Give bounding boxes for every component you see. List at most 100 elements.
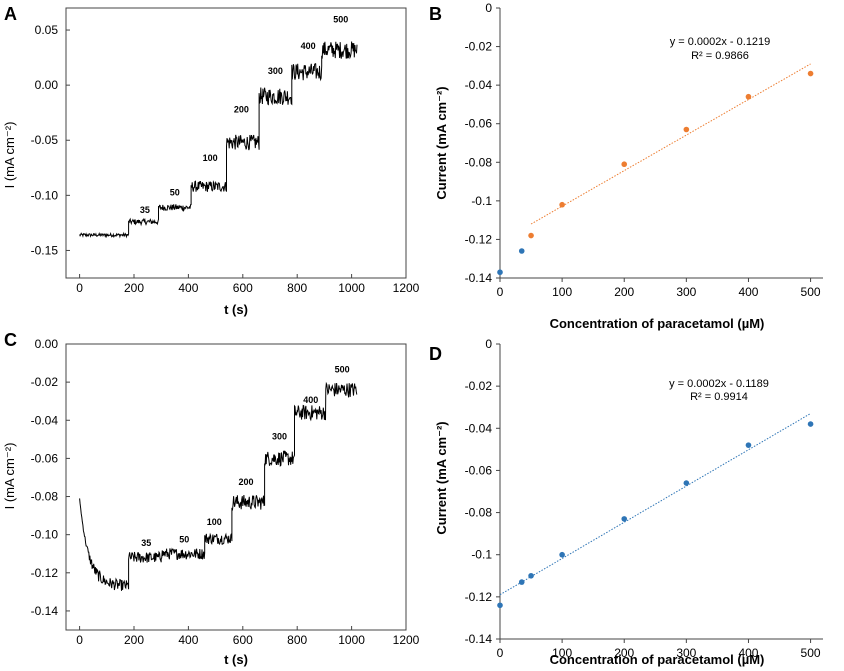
chart-c-xtick-label-3: 600 [233, 633, 253, 647]
chart-b-point-fit-4 [745, 93, 752, 100]
chart-b-xtick-label-3: 300 [676, 285, 696, 299]
chart-b-point-fit-5 [807, 70, 814, 77]
chart-a-frame [65, 7, 407, 279]
chart-c-frame [65, 343, 407, 631]
chart-c-xtick-label-2: 400 [178, 633, 198, 647]
chart-c-ytick-label-5: -0.04 [31, 413, 59, 427]
chart-c-xtick-label-0: 0 [76, 633, 83, 647]
chart-d-point-data-6 [745, 442, 752, 448]
chart-c-trace-line [79, 381, 358, 591]
chart-a-xtick-label-5: 1000 [338, 281, 365, 295]
chart-a-step-label-4: 300 [268, 66, 283, 76]
chart-c-ytick-label-0: -0.14 [31, 604, 59, 618]
chart-b-point-fit-1 [559, 201, 565, 208]
chart-a-trace-line [79, 41, 358, 239]
chart-a-ytick-label-2: -0.05 [31, 133, 59, 147]
chart-d-xtick-label-4: 400 [738, 646, 758, 660]
chart-c-step-label-6: 500 [335, 365, 350, 375]
chart-d-r2: R² = 0.9914 [690, 391, 748, 403]
chart-c-step-label-5: 400 [303, 395, 318, 405]
panel-letter-c: C [4, 330, 17, 350]
chart-a-step-label-0: 35 [140, 205, 150, 215]
chart-a-xtick-label-6: 1200 [393, 281, 420, 295]
chart-c-step-label-4: 300 [272, 431, 287, 441]
chart-b-xlabel: Concentration of paracetamol (µM) [550, 316, 765, 331]
chart-c-ytick-label-6: -0.02 [31, 375, 59, 389]
chart-b-point-low-1 [518, 248, 525, 254]
chart-d-point-data-4 [621, 516, 628, 522]
chart-d-xtick-label-3: 300 [676, 646, 696, 660]
chart-c-ylabel: I (mA cm⁻²) [2, 443, 17, 510]
chart-b-ytick-label-1: -0.12 [465, 232, 493, 246]
chart-b-ytick-label-2: -0.1 [471, 194, 492, 208]
panel-letter-d: D [429, 344, 442, 364]
chart-b-r2: R² = 0.9866 [691, 50, 749, 62]
chart-d-xtick-label-1: 100 [552, 646, 572, 660]
chart-a-step-label-2: 100 [203, 153, 218, 163]
chart-a-step-label-1: 50 [170, 187, 180, 197]
chart-c-xlabel: t (s) [224, 652, 248, 667]
chart-b-trendline [530, 63, 811, 225]
chart-a-ytick-label-1: -0.10 [31, 188, 59, 202]
chart-a-xtick-label-2: 400 [178, 281, 198, 295]
chart-d-ylabel: Current (mA cm⁻²) [434, 421, 449, 534]
panel-letter-a: A [4, 4, 17, 24]
chart-b-ytick-label-4: -0.06 [465, 117, 493, 131]
chart-d: 0 100 200 300 400 500 -0.14 -0.12 -0.1 -0.08 -0.06… [465, 337, 823, 660]
chart-d-xtick-label-0: 0 [497, 646, 504, 660]
chart-c: 0 200 400 600 800 1000 1200 -0.14 -0.12 -0.10 -0.0… [31, 337, 420, 647]
chart-a-ytick-label-4: 0.05 [35, 23, 59, 37]
chart-b-point-fit-0 [528, 232, 534, 239]
chart-c-step-label-2: 100 [207, 517, 222, 527]
chart-d-point-data-5 [683, 480, 690, 486]
chart-a-step-label-6: 500 [333, 14, 348, 24]
chart-c-step-label-3: 200 [239, 477, 254, 487]
chart-c-ytick-label-4: -0.06 [31, 451, 59, 465]
chart-b-point-low-0 [497, 269, 503, 276]
chart-d-point-data-0 [497, 602, 503, 609]
chart-a-ytick-label-3: 0.00 [35, 78, 59, 92]
chart-a-xtick-label-0: 0 [76, 281, 83, 295]
chart-c-xtick-label-4: 800 [287, 633, 307, 647]
chart-b-ytick-label-0: -0.14 [465, 271, 493, 285]
chart-c-ytick-label-7: 0.00 [35, 337, 59, 351]
chart-c-ytick-label-2: -0.10 [31, 528, 59, 542]
chart-b-xtick-label-5: 500 [801, 285, 821, 299]
chart-a: 0 200 400 600 800 1000 1200 -0.15 -0.10 -0.05 0.00… [31, 7, 420, 295]
panel-letter-b: B [429, 4, 442, 24]
chart-b-equation: y = 0.0002x - 0.1219 [670, 36, 771, 48]
chart-d-xtick-label-2: 200 [614, 646, 634, 660]
chart-d-xtick-label-5: 500 [801, 646, 821, 660]
chart-b-xtick-label-0: 0 [497, 285, 504, 299]
chart-b-ytick-label-5: -0.04 [465, 78, 493, 92]
chart-c-ytick-label-3: -0.08 [31, 490, 59, 504]
chart-d-point-data-7 [807, 421, 814, 427]
chart-d-ytick-label-1: -0.12 [465, 590, 493, 604]
chart-b-point-fit-3 [683, 126, 690, 133]
chart-b-xtick-label-2: 200 [614, 285, 634, 299]
chart-d-ytick-label-0: -0.14 [465, 632, 493, 646]
chart-b-ytick-label-3: -0.08 [465, 155, 493, 169]
chart-c-xtick-label-1: 200 [124, 633, 144, 647]
chart-b: 0 100 200 300 400 500 -0.14 -0.12 -0.1 -0.08 -0.06… [465, 1, 823, 299]
chart-c-step-label-1: 50 [179, 534, 189, 544]
chart-d-ytick-label-6: -0.02 [465, 379, 493, 393]
chart-d-xlabel: Concentration of paracetamol (µM) [550, 652, 765, 667]
chart-b-xtick-label-4: 400 [738, 285, 758, 299]
chart-a-xtick-label-4: 800 [287, 281, 307, 295]
chart-d-ytick-label-5: -0.04 [465, 421, 493, 435]
chart-c-ytick-label-1: -0.12 [31, 566, 59, 580]
chart-d-point-data-2 [528, 572, 534, 579]
chart-c-xtick-label-6: 1200 [393, 633, 420, 647]
chart-a-xtick-label-3: 600 [233, 281, 253, 295]
chart-a-ytick-label-0: -0.15 [31, 243, 59, 257]
chart-d-trendline [499, 413, 811, 596]
chart-b-point-fit-2 [621, 161, 628, 168]
chart-a-step-label-5: 400 [301, 41, 316, 51]
chart-d-ytick-label-2: -0.1 [471, 548, 492, 562]
chart-b-ylabel: Current (mA cm⁻²) [434, 86, 449, 199]
chart-c-xtick-label-5: 1000 [338, 633, 365, 647]
chart-a-ylabel: I (mA cm⁻²) [2, 122, 17, 189]
chart-d-point-data-3 [559, 551, 565, 558]
